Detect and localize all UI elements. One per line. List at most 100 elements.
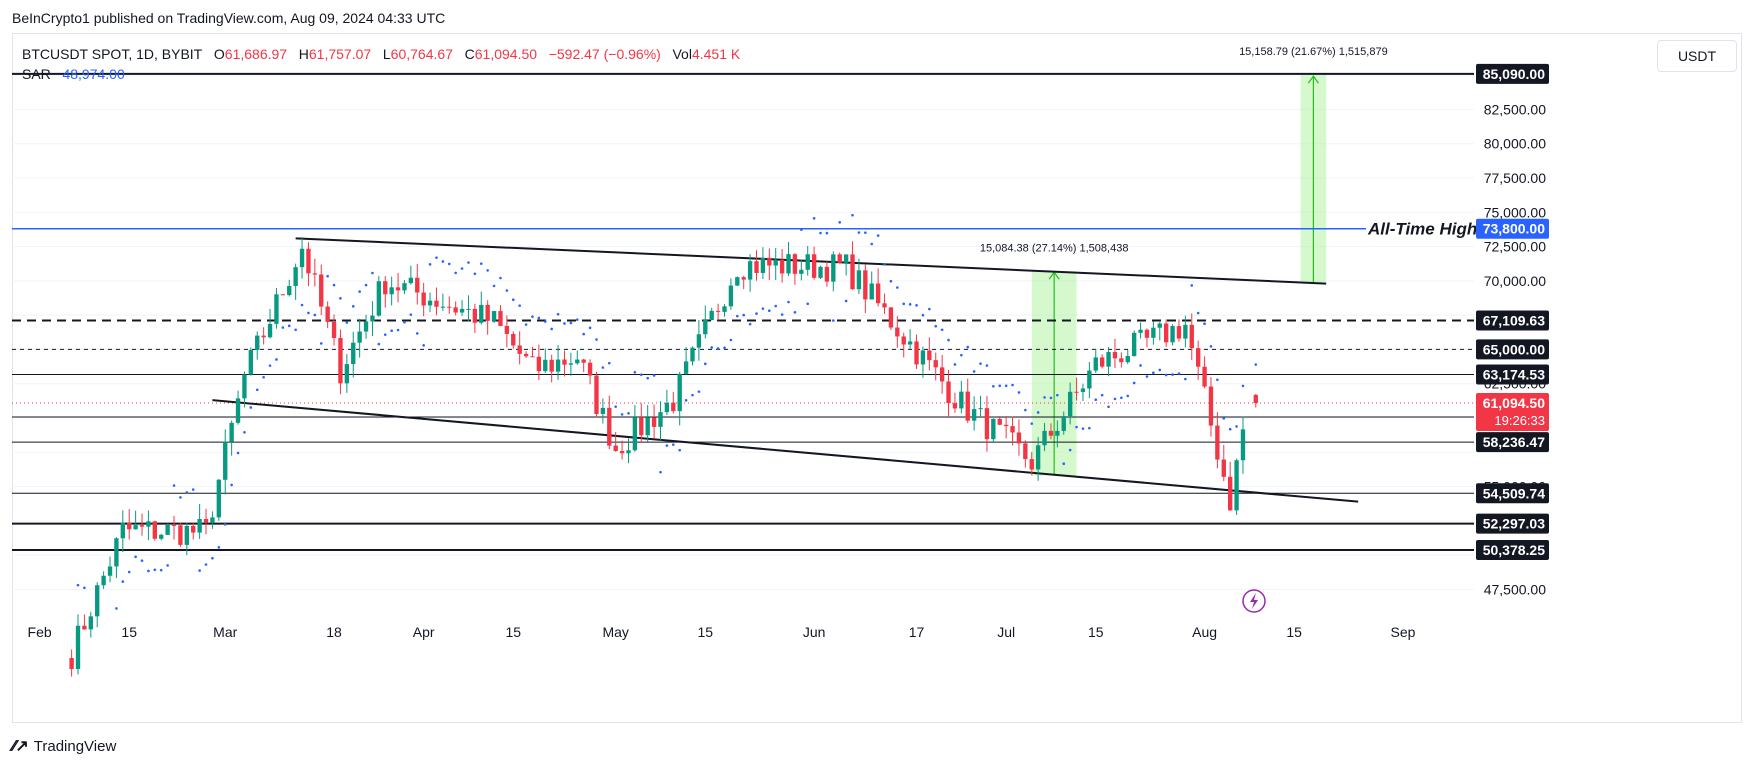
candle-body — [248, 349, 254, 375]
candle-body — [1074, 391, 1079, 393]
sar-dot — [1056, 393, 1059, 397]
sar-dot — [550, 327, 553, 331]
candle-body — [306, 248, 311, 274]
sar-dot — [748, 322, 752, 326]
candle-body — [1125, 355, 1130, 363]
sar-dot — [1120, 396, 1123, 400]
level-price-flag: 58,236.47 — [1483, 434, 1545, 450]
candle-body — [728, 285, 734, 307]
price-flags: 85,090.0067,109.6365,000.0063,174.5360,0… — [1476, 63, 1549, 560]
sar-dot — [499, 276, 502, 280]
candle-body — [101, 575, 106, 586]
sar-dots — [76, 213, 1258, 610]
chart-frame — [12, 33, 1742, 723]
currency-button[interactable]: USDT — [1657, 40, 1737, 72]
sar-dot — [627, 411, 630, 415]
sar-dot — [511, 298, 515, 302]
sar-dot — [287, 324, 291, 328]
candle-body — [434, 300, 439, 307]
channel-upper-line — [295, 237, 1327, 285]
sar-dot — [83, 586, 86, 590]
x-tick-label: 15 — [1088, 624, 1104, 640]
sar-dot — [966, 345, 970, 349]
sar-dot — [339, 297, 342, 300]
horizontal-levels: All-Time High — [12, 72, 1477, 551]
candle-body — [530, 356, 535, 358]
candle-body — [939, 367, 945, 382]
sar-dot — [1132, 381, 1136, 385]
sar-dot — [1209, 345, 1213, 348]
sar-dot — [191, 488, 195, 491]
candle-body — [773, 259, 778, 266]
sar-dot — [204, 563, 208, 566]
candle-body — [1176, 326, 1182, 339]
channel-lower-line — [212, 399, 1359, 503]
level-price-flag: 50,378.25 — [1483, 542, 1545, 558]
candle-body — [312, 273, 318, 275]
candle-body — [952, 403, 958, 409]
sar-dot — [371, 271, 374, 275]
sar-dot — [691, 393, 694, 397]
candle-body — [754, 261, 759, 273]
candle-body — [357, 331, 362, 343]
level-price-flag: 54,509.74 — [1483, 485, 1545, 501]
candle-body — [594, 375, 599, 414]
sar-dot — [947, 338, 950, 342]
candle-body — [299, 248, 305, 268]
sar-dot — [121, 580, 125, 583]
sar-dot — [742, 313, 746, 317]
candle-body — [1131, 332, 1137, 356]
candle-body — [1080, 388, 1086, 392]
sar-dot — [262, 375, 265, 379]
candle-body — [511, 333, 516, 346]
candle-body — [408, 277, 414, 284]
measure-range-label: 15,158.79 (21.67%) 1,515,879 — [1239, 46, 1388, 58]
sar-dot — [876, 234, 880, 237]
x-tick-label: Jun — [803, 624, 826, 640]
candle-body — [504, 325, 510, 334]
candle-body — [811, 254, 817, 278]
sar-dot — [441, 260, 445, 263]
measure-range-arrowhead — [1307, 75, 1319, 84]
sar-dot — [1139, 364, 1142, 367]
candle-body — [107, 566, 113, 576]
candle-body — [671, 402, 676, 412]
sar-dot — [300, 303, 304, 307]
candle-body — [1029, 459, 1034, 470]
candle-body — [216, 479, 222, 518]
candle-body — [133, 525, 138, 530]
sar-dot — [972, 370, 976, 373]
sar-dot — [460, 267, 464, 270]
x-tick-label: May — [602, 624, 628, 640]
candle-body — [82, 625, 87, 630]
candle-body — [1144, 329, 1150, 338]
sar-dot — [319, 342, 323, 345]
candle-body — [946, 381, 951, 404]
candle-body — [389, 287, 394, 295]
sar-dot — [838, 221, 842, 224]
candle-body — [581, 359, 586, 363]
sar-dot — [364, 283, 368, 287]
candle-body — [267, 323, 273, 338]
sar-dot — [1126, 394, 1130, 398]
sar-dot — [153, 568, 157, 572]
candle-body — [965, 391, 970, 421]
candle-body — [280, 294, 286, 296]
x-tick-label: Mar — [213, 624, 237, 640]
sar-dot — [729, 338, 733, 342]
candle-body — [1042, 430, 1047, 446]
sar-dot — [870, 242, 874, 246]
candle-body — [479, 304, 484, 323]
candle-body — [1112, 352, 1118, 359]
legend-symbol[interactable]: BTCUSDT SPOT, 1D, BYBIT — [22, 46, 203, 62]
sar-dot — [646, 376, 649, 380]
candle-body — [363, 321, 369, 332]
level-price-flag: 85,090.00 — [1483, 66, 1545, 82]
sar-dot — [563, 322, 566, 325]
candle-body — [114, 538, 119, 567]
sar-dot — [377, 342, 381, 346]
candle-body — [152, 521, 157, 539]
legend-sar-label[interactable]: SAR — [22, 66, 51, 82]
legend-close-label: C — [464, 46, 475, 62]
